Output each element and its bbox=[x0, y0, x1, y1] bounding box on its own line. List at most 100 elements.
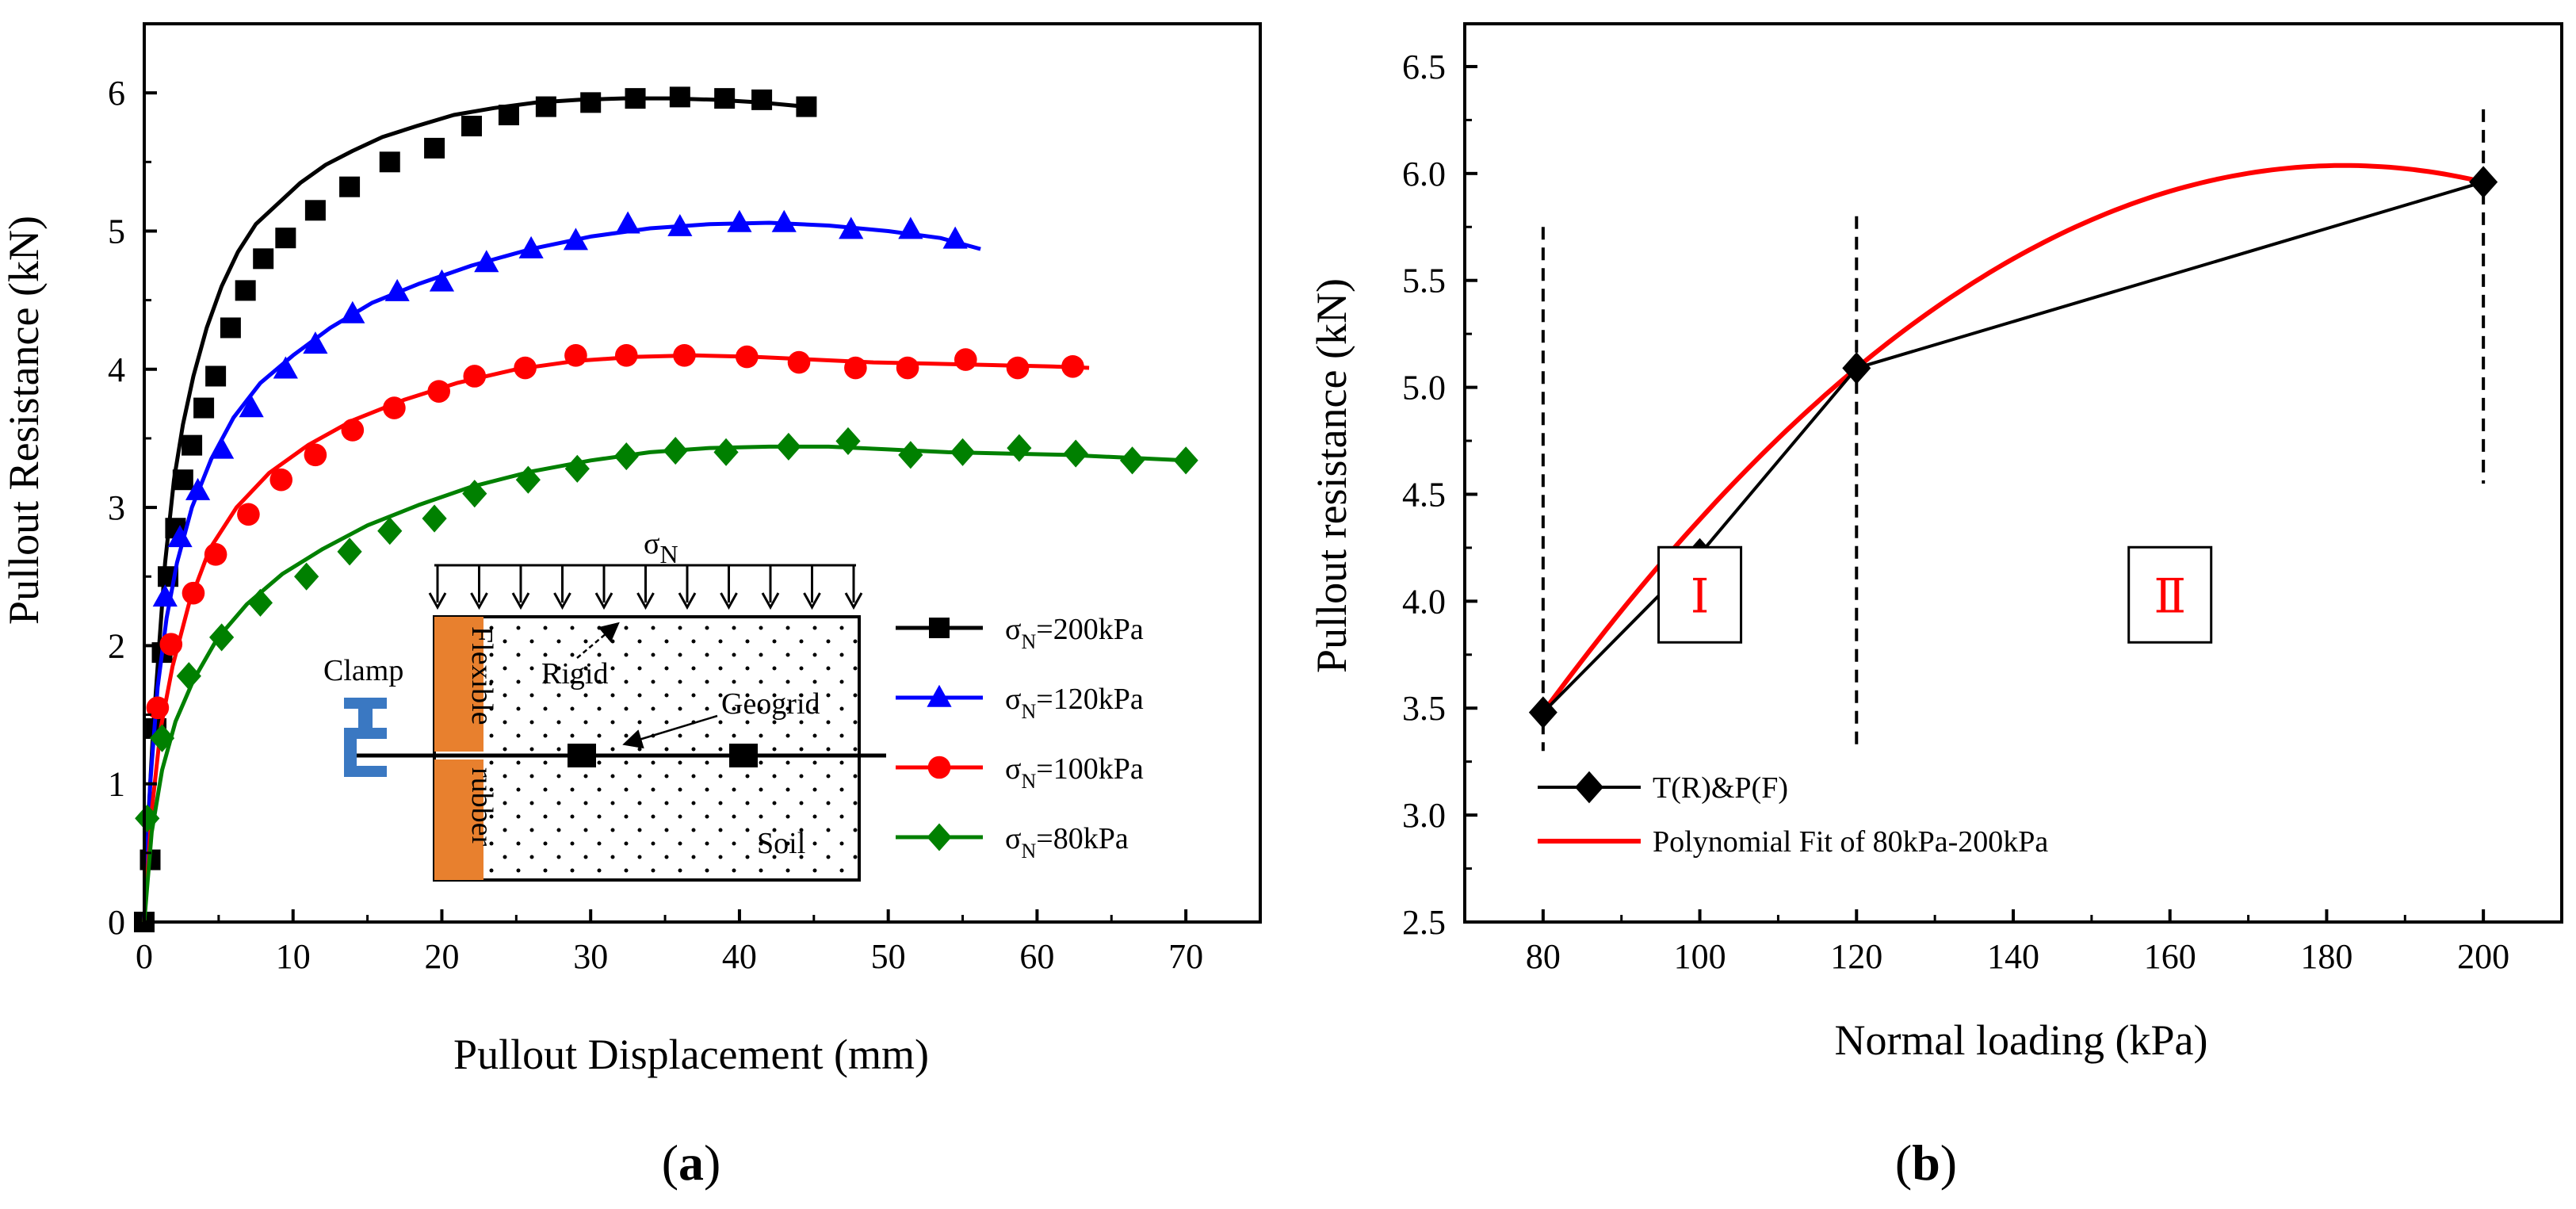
chart-a-series-0-point bbox=[205, 365, 227, 387]
chart-a-series-1-point bbox=[384, 278, 410, 301]
inset-load-arrow-head bbox=[844, 592, 863, 610]
chart-a-series-0-point bbox=[424, 137, 445, 159]
inset-soil-box bbox=[433, 615, 861, 882]
inset-flexible-rubber-upper bbox=[434, 617, 483, 752]
chart-b-region-box bbox=[2127, 545, 2213, 644]
inset-flexible-rubber-lower bbox=[434, 759, 483, 880]
chart-a-series-0-point bbox=[714, 88, 736, 109]
chart-b-x-tick-label: 180 bbox=[2300, 937, 2352, 976]
chart-a: 0 10 20 30 40 50 60 70 0 1 2 3 4 5 6 Pullout Resistanc… bbox=[0, 22, 1262, 1191]
chart-b-y-tick-label: 4.0 bbox=[1402, 582, 1446, 621]
chart-a-series-1-point bbox=[239, 395, 264, 418]
chart-b-ticks: 80 100 120 140 160 180 200 2.5 3.0 3.5 4.0 4.5 5.0 5.… bbox=[1402, 48, 2509, 976]
chart-a-marks bbox=[134, 86, 1198, 932]
chart-b-y-tick-label: 5.5 bbox=[1402, 262, 1446, 300]
chart-a-x-tick-label: 60 bbox=[1019, 937, 1054, 976]
chart-a-legend-subscript: N bbox=[1021, 840, 1036, 863]
chart-a-series-2-point bbox=[673, 344, 696, 367]
chart-a-legend-marker bbox=[927, 684, 952, 707]
chart-a-series-3-point bbox=[462, 480, 487, 508]
chart-a-series-3-point bbox=[337, 538, 362, 566]
chart-a-series-1-point bbox=[474, 250, 499, 273]
chart-a-series-1-point bbox=[209, 436, 235, 459]
chart-a-legend-label: σN=80kPa bbox=[1005, 822, 1129, 863]
chart-a-series-0-point bbox=[220, 317, 241, 339]
chart-b-x-tick-label: 200 bbox=[2457, 937, 2509, 976]
chart-a-x-tick-label: 10 bbox=[276, 937, 311, 976]
chart-a-series-3-point bbox=[950, 438, 976, 466]
chart-a-legend-label: σN=100kPa bbox=[1005, 752, 1144, 793]
chart-a-series-2-point bbox=[237, 503, 260, 526]
chart-a-series-0-point bbox=[461, 115, 483, 136]
chart-a-series-1-point bbox=[727, 209, 752, 232]
chart-a-y-tick-label: 6 bbox=[108, 74, 125, 113]
chart-a-series-2-point bbox=[614, 344, 638, 367]
inset-clamp-icon bbox=[344, 698, 387, 777]
chart-a-legend-marker bbox=[929, 618, 950, 638]
chart-a-series-3-point bbox=[176, 662, 201, 691]
inset-rigid-label: Rigid bbox=[541, 657, 608, 691]
chart-a-x-axis-label: Pullout Displacement (mm) bbox=[453, 1031, 929, 1078]
chart-a-series-2-point bbox=[341, 419, 365, 442]
chart-b-region-label: Ⅰ bbox=[1691, 570, 1710, 622]
chart-b-frame bbox=[1463, 22, 2563, 924]
chart-b-series-point bbox=[1842, 352, 1871, 385]
chart-a-series-3-point bbox=[377, 517, 403, 545]
chart-a-legend-label: σN=120kPa bbox=[1005, 683, 1144, 723]
chart-a-series-3-point bbox=[294, 562, 319, 591]
chart-b-y-tick-label: 6.0 bbox=[1402, 155, 1446, 193]
chart-a-series-3-point bbox=[1173, 446, 1198, 475]
chart-b-legend-label: T(R)&P(F) bbox=[1653, 771, 1788, 805]
chart-a-series-3-point bbox=[422, 504, 447, 533]
chart-a-series-1-point bbox=[152, 584, 178, 607]
chart-a-series-3-point bbox=[713, 438, 739, 466]
chart-a-x-tick-label: 70 bbox=[1168, 937, 1203, 976]
chart-b-x-tick-label: 100 bbox=[1674, 937, 1726, 976]
chart-a-series-1-point bbox=[518, 235, 544, 258]
chart-b-x-tick-label: 160 bbox=[2144, 937, 2196, 976]
chart-a-legend-sigma: σ bbox=[1005, 822, 1021, 855]
chart-a-series-1-point bbox=[185, 477, 211, 500]
chart-a-legend-marker bbox=[927, 823, 952, 851]
chart-a-x-tick-label: 40 bbox=[722, 937, 757, 976]
chart-a-series-1-point bbox=[942, 226, 968, 249]
pullout-test-schematic: σN Flexible rubber Ri bbox=[323, 527, 886, 882]
inset-geogrid-node-2 bbox=[729, 744, 758, 767]
chart-a-y-tick-label: 1 bbox=[108, 765, 125, 804]
chart-a-series-0-point bbox=[253, 248, 274, 270]
chart-a-legend-subscript: N bbox=[1021, 700, 1036, 723]
chart-a-series-0-point bbox=[796, 96, 817, 117]
inset-geogrid-label: Geogrid bbox=[721, 687, 820, 721]
chart-a-series-0-point bbox=[580, 92, 602, 113]
chart-a-legend-subscript: N bbox=[1021, 630, 1036, 653]
chart-a-series-3-point bbox=[898, 441, 923, 469]
inset-sigma-label: σN bbox=[644, 527, 678, 568]
chart-a-series-2-point bbox=[427, 380, 451, 403]
chart-b-series-line bbox=[1542, 180, 2484, 714]
chart-b-legend: T(R)&P(F) Polynomial Fit of 80kPa-200kPa bbox=[1538, 771, 2048, 859]
chart-a-y-tick-label: 2 bbox=[108, 626, 125, 665]
chart-a-legend-value: =80kPa bbox=[1036, 822, 1129, 855]
chart-a-series-2-point bbox=[1006, 356, 1030, 380]
chart-a-series-3-point bbox=[564, 454, 590, 483]
chart-a-series-0-point bbox=[182, 434, 203, 456]
inset-load-arrow-head bbox=[803, 592, 821, 610]
chart-a-series-2-point bbox=[159, 633, 183, 656]
chart-a-series-3-point bbox=[1119, 446, 1145, 475]
inset-geogrid-node-1 bbox=[568, 744, 596, 767]
chart-a-legend-value: =200kPa bbox=[1036, 613, 1144, 646]
chart-a-series-0-point bbox=[275, 228, 296, 249]
chart-a-series-2-point bbox=[564, 344, 587, 367]
chart-a-series-3-point bbox=[149, 724, 175, 752]
chart-a-series-3-point bbox=[835, 427, 861, 455]
chart-a-x-tick-label: 20 bbox=[424, 937, 459, 976]
inset-load-arrow-head bbox=[594, 592, 613, 610]
chart-a-legend-value: =100kPa bbox=[1036, 752, 1144, 786]
chart-a-series-1-point bbox=[771, 209, 797, 232]
chart-a-legend-sigma: σ bbox=[1005, 752, 1021, 786]
chart-a-panel-label: (a) bbox=[662, 1134, 721, 1191]
inset-soil-label: Soil bbox=[757, 827, 805, 860]
inset-rubber-label: rubber bbox=[465, 767, 499, 847]
